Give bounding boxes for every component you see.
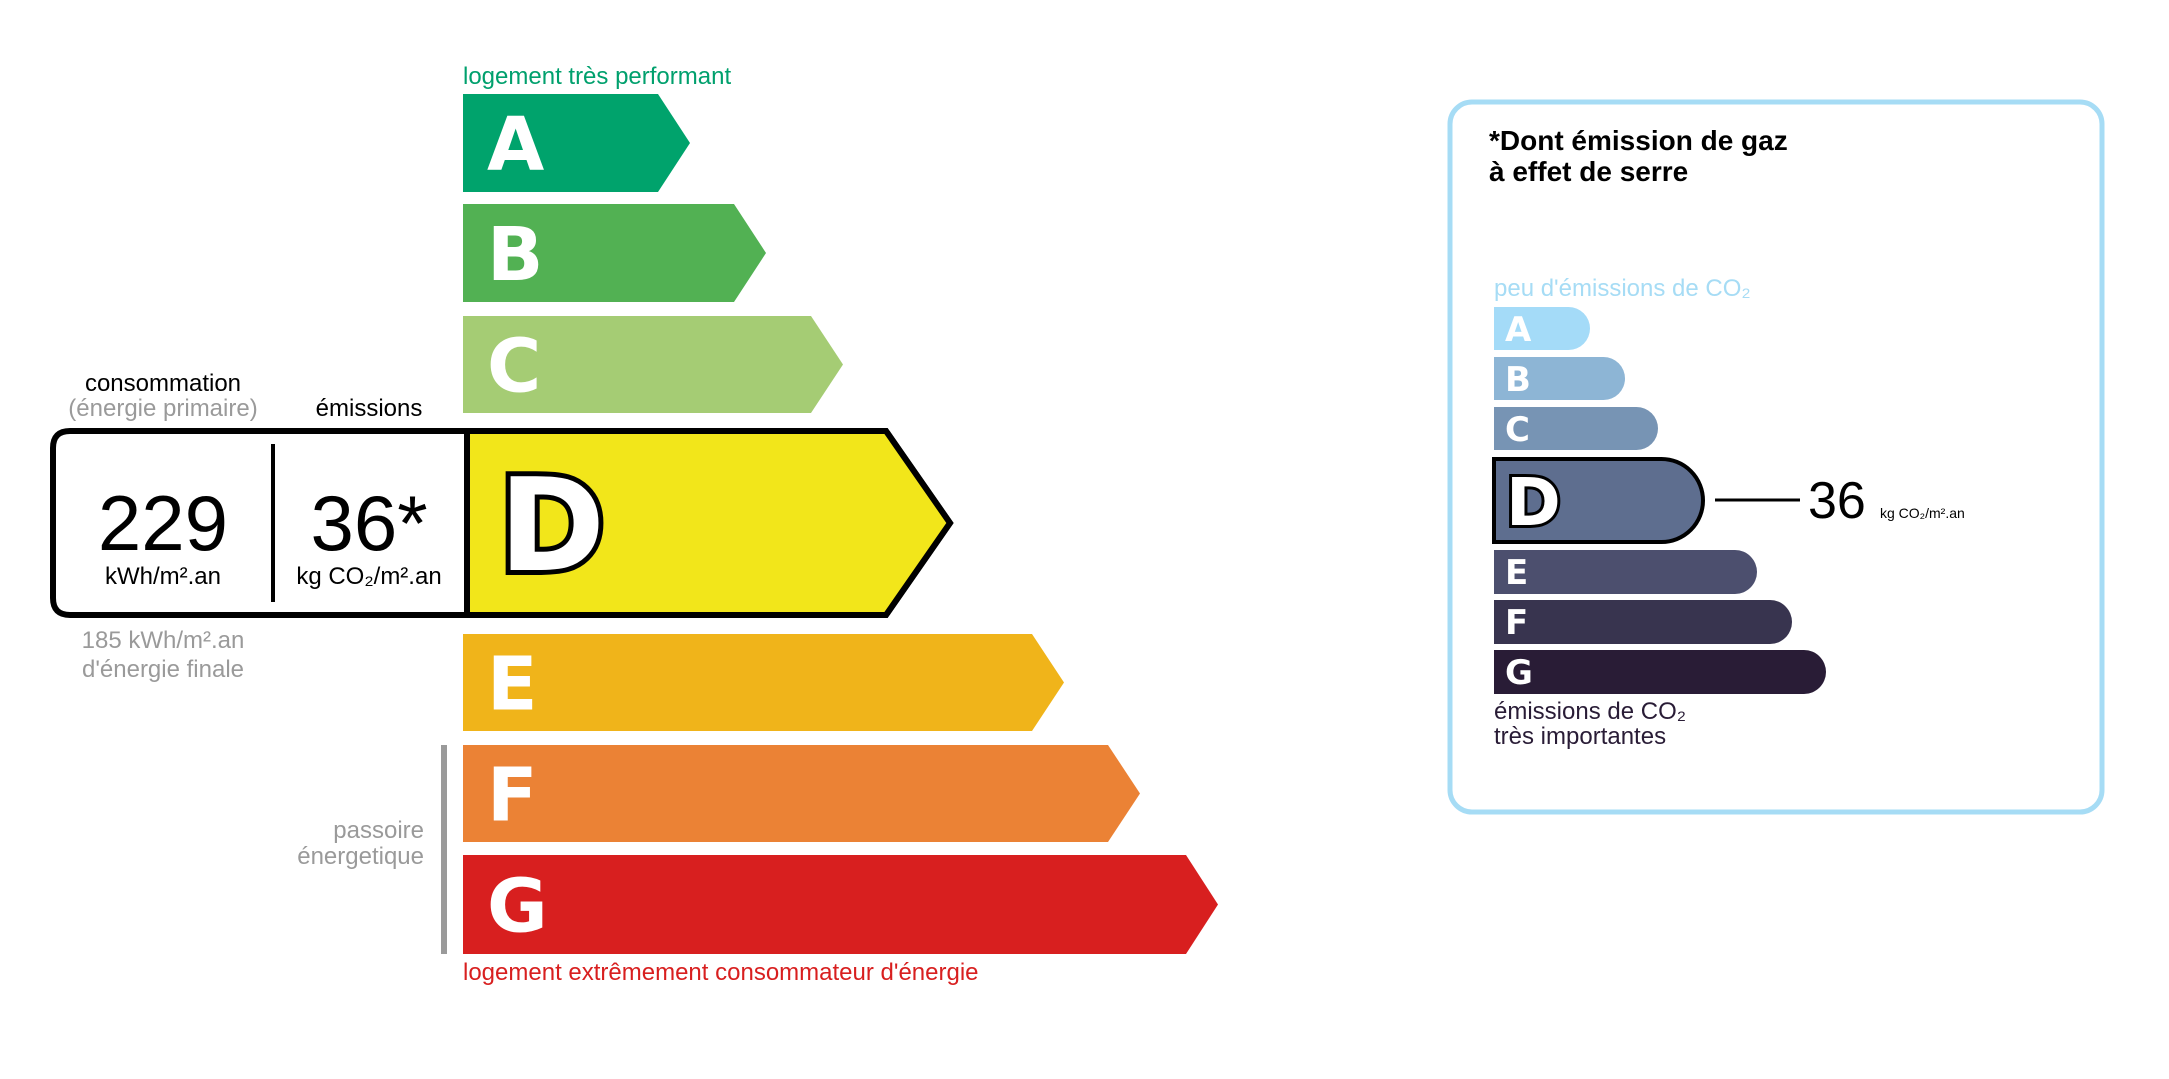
ghg-letter-D: D <box>1506 464 1561 541</box>
energy-bottom-label: logement extrêmement consommateur d'éner… <box>463 959 979 986</box>
final-energy-value: 185 kWh/m².an <box>82 627 245 654</box>
energy-bar-F <box>463 745 1140 842</box>
ghg-letter-E: E <box>1505 553 1528 593</box>
consumption-label: consommation <box>85 370 241 397</box>
final-energy-label: d'énergie finale <box>82 656 244 683</box>
energy-bar-E <box>463 634 1064 731</box>
ghg-bar-F <box>1494 600 1792 644</box>
passoire-label-1: passoire <box>333 817 424 844</box>
energy-bar-D <box>464 428 954 618</box>
ghg-bar-B <box>1494 357 1625 400</box>
ghg-title-1: *Dont émission de gaz <box>1489 125 1788 156</box>
ghg-unit: kg CO₂/m².an <box>1880 505 1965 521</box>
ghg-letter-A: A <box>1505 310 1532 350</box>
energy-letter-C: C <box>487 324 541 410</box>
ghg-bar-C <box>1494 407 1658 450</box>
energy-letter-B: B <box>487 212 543 298</box>
energy-bar-B <box>463 204 766 302</box>
energy-bar-C <box>463 316 843 413</box>
ghg-letter-F: F <box>1505 603 1528 643</box>
ghg-bar-D <box>1492 457 1705 544</box>
ghg-bottom-label-2: très importantes <box>1494 723 1666 750</box>
energy-letter-G: G <box>487 864 548 950</box>
energy-letter-F: F <box>487 753 538 839</box>
emissions-value: 36* <box>310 479 427 567</box>
ghg-value: 36 <box>1808 472 1866 530</box>
consumption-sublabel: (énergie primaire) <box>68 395 257 422</box>
ghg-top-label: peu d'émissions de CO₂ <box>1494 275 1751 302</box>
ghg-letter-B: B <box>1505 360 1531 400</box>
energy-letter-E: E <box>487 642 538 728</box>
emissions-label: émissions <box>316 395 423 422</box>
energy-bar-G <box>463 855 1218 954</box>
ghg-letter-C: C <box>1505 410 1530 450</box>
emissions-unit: kg CO₂/m².an <box>296 563 441 590</box>
energy-top-label: logement très performant <box>463 63 731 90</box>
passoire-label-2: énergetique <box>297 843 424 870</box>
ghg-bottom-label-1: émissions de CO₂ <box>1494 698 1686 725</box>
ghg-title-2: à effet de serre <box>1489 156 1688 187</box>
ghg-bar-G <box>1494 650 1826 694</box>
energy-letter-A: A <box>487 102 544 188</box>
ghg-bar-E <box>1494 550 1757 594</box>
consumption-unit: kWh/m².an <box>105 563 221 590</box>
consumption-value: 229 <box>98 479 228 567</box>
ghg-letter-G: G <box>1505 653 1533 693</box>
energy-bar-A <box>463 94 690 192</box>
energy-scale: ABC EFG <box>463 94 1218 954</box>
energy-letter-D: D <box>499 452 605 601</box>
ghg-bar-A <box>1494 307 1590 350</box>
passoire-bracket <box>441 745 447 954</box>
